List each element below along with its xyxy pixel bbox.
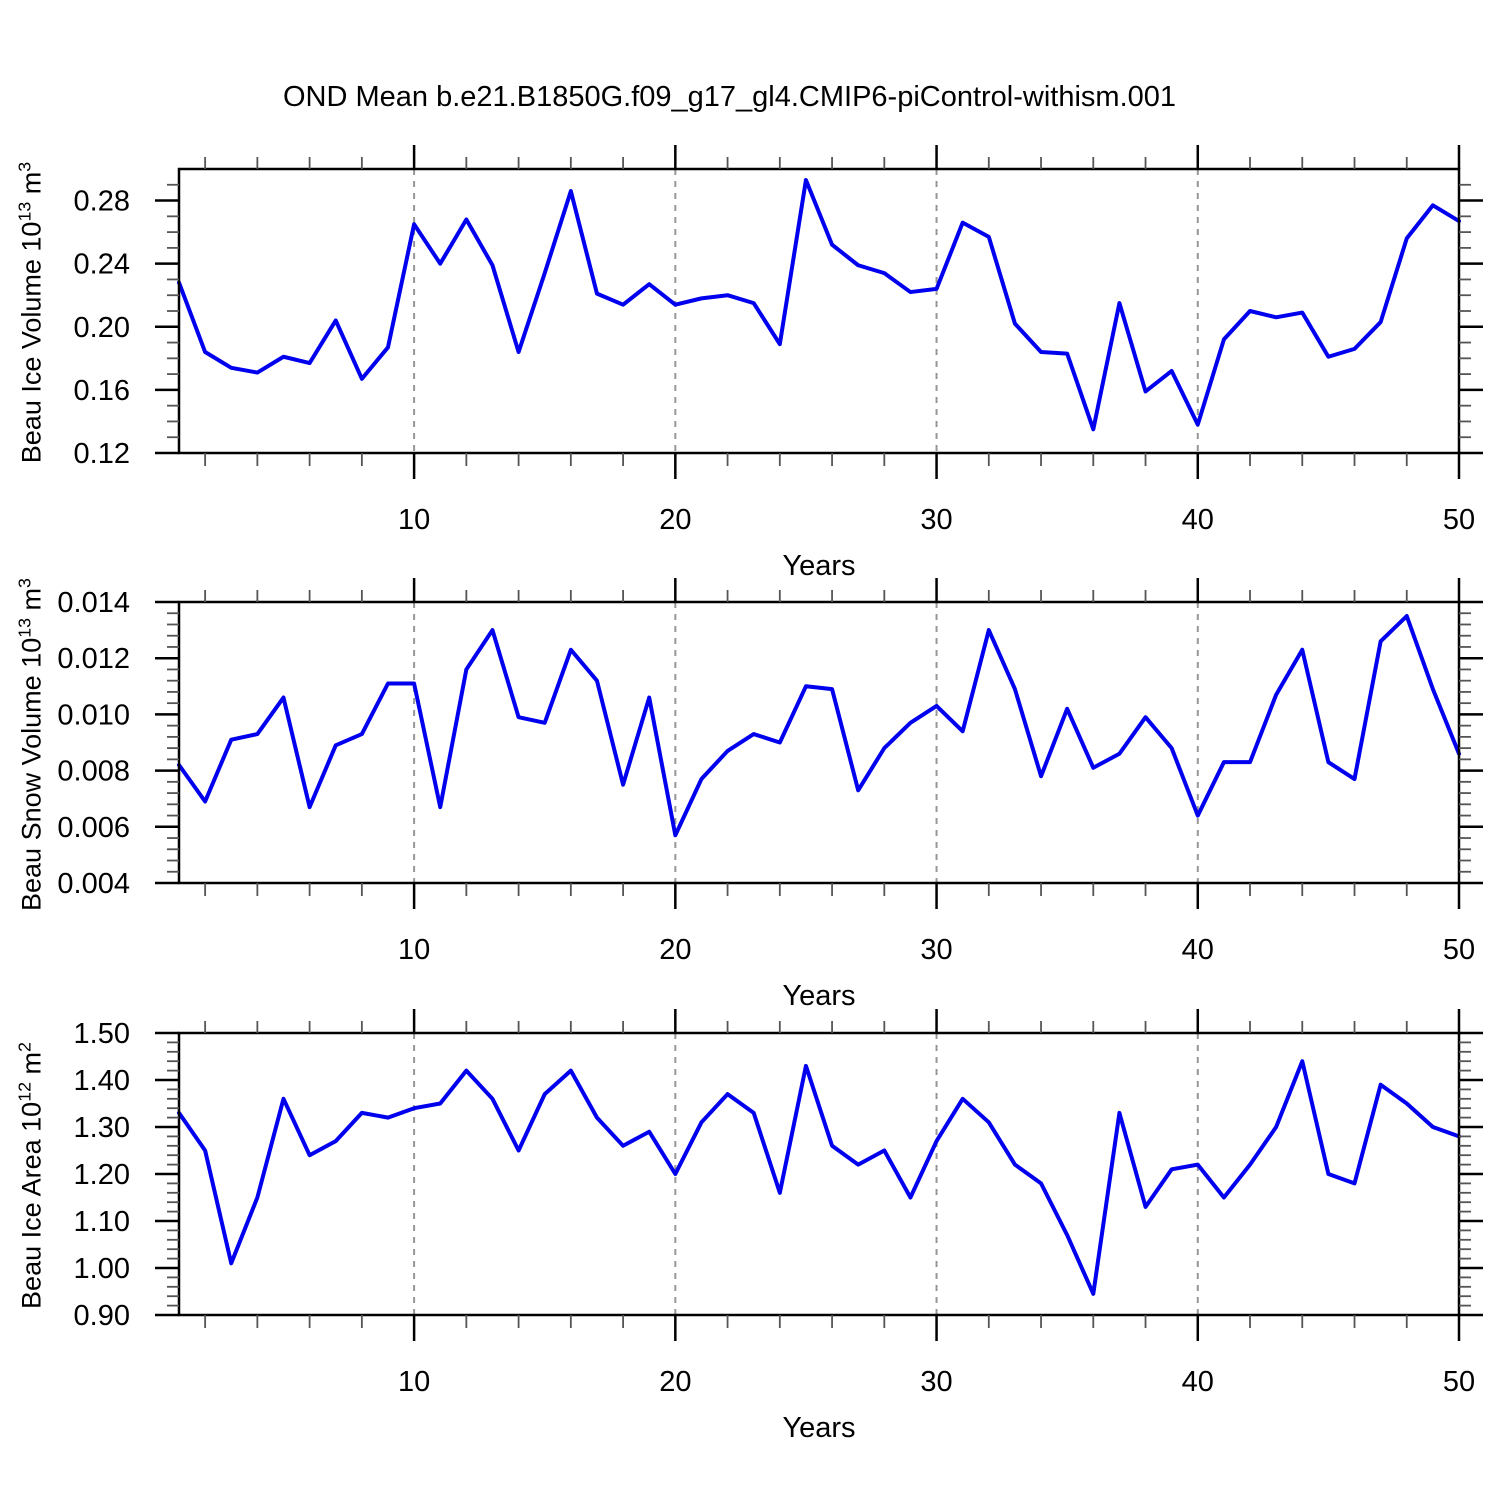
y-tick-label: 0.24 — [74, 249, 130, 281]
y-tick-label: 0.20 — [74, 312, 130, 344]
figure-title: OND Mean b.e21.B1850G.f09_g17_gl4.CMIP6-… — [283, 81, 1177, 113]
x-tick-label: 30 — [920, 934, 952, 966]
y-axis-title-superscript: 12 — [14, 1081, 35, 1102]
y-axis-title-text: Beau Ice Volume 10 — [16, 221, 47, 464]
y-tick-label: 0.012 — [57, 643, 130, 675]
y-axis-title-superscript: 2 — [14, 1042, 35, 1052]
panel-beau-ice-volume: 0.12 0.16 0.20 0.24 0.28 10 20 30 40 50 Years — [74, 145, 1483, 582]
y-tick-label: 0.014 — [57, 587, 130, 619]
y-tick-label: 0.010 — [57, 699, 130, 731]
y-axis-title-text: m — [16, 1051, 47, 1082]
x-tick-label: 20 — [659, 934, 691, 966]
x-tick-label: 10 — [398, 934, 430, 966]
y-axis-title-text: m — [16, 171, 47, 202]
x-axis-title: Years — [782, 980, 855, 1012]
y-tick-label: 0.004 — [57, 868, 130, 900]
y-tick-label: 0.28 — [74, 186, 130, 218]
y-axis-title: Beau Snow Volume 1013 m3 — [14, 494, 53, 994]
y-axis-title-superscript: 3 — [14, 161, 35, 172]
y-tick-label: 1.00 — [74, 1253, 130, 1285]
x-tick-label: 20 — [659, 504, 691, 536]
x-tick-label: 10 — [398, 504, 430, 536]
beau-ice-volume-series-line — [177, 178, 1461, 432]
y-tick-label: 1.50 — [74, 1018, 130, 1050]
x-tick-label: 50 — [1443, 934, 1475, 966]
y-tick-label: 1.10 — [74, 1206, 130, 1238]
y-axis-title-text: m — [16, 587, 47, 618]
y-axis-title: Beau Ice Area 1012 m2 — [14, 926, 53, 1426]
y-axis-title-superscript: 3 — [14, 577, 35, 588]
x-tick-label: 40 — [1182, 1366, 1214, 1398]
beau-ice-area-series-line — [177, 1059, 1461, 1296]
panel-beau-snow-volume: 0.004 0.006 0.008 0.010 0.012 0.014 10 20 30 40 50… — [57, 578, 1483, 1012]
plot-border — [177, 600, 1461, 885]
y-axis-title-superscript: 13 — [14, 617, 35, 638]
x-tick-label: 40 — [1182, 934, 1214, 966]
y-tick-label: 0.006 — [57, 812, 130, 844]
y-tick-label: 0.16 — [74, 375, 130, 407]
x-tick-label: 50 — [1443, 504, 1475, 536]
plot-border — [177, 1031, 1461, 1317]
x-axis-title: Years — [782, 1412, 855, 1444]
panel-beau-ice-area: 0.90 1.00 1.10 1.20 1.30 1.40 1.50 10 20 30 40 50 Ye… — [74, 1009, 1483, 1444]
y-axis-title: Beau Ice Volume 1013 m3 — [14, 63, 53, 563]
x-tick-label: 50 — [1443, 1366, 1475, 1398]
x-tick-label: 30 — [920, 504, 952, 536]
y-tick-label: 0.008 — [57, 756, 130, 788]
y-tick-label: 1.40 — [74, 1065, 130, 1097]
y-tick-label: 1.30 — [74, 1112, 130, 1144]
x-tick-label: 10 — [398, 1366, 430, 1398]
y-axis-title-superscript: 13 — [14, 201, 35, 222]
x-axis-title: Years — [782, 550, 855, 582]
x-tick-label: 30 — [920, 1366, 952, 1398]
y-tick-label: 1.20 — [74, 1159, 130, 1191]
y-axis-title-text: Beau Ice Area 10 — [16, 1101, 47, 1309]
y-axis-title-text: Beau Snow Volume 10 — [16, 637, 47, 911]
x-tick-label: 40 — [1182, 504, 1214, 536]
y-tick-label: 0.12 — [74, 438, 130, 470]
beau-snow-volume-series-line — [177, 614, 1461, 838]
x-tick-label: 20 — [659, 1366, 691, 1398]
y-tick-label: 0.90 — [74, 1300, 130, 1332]
